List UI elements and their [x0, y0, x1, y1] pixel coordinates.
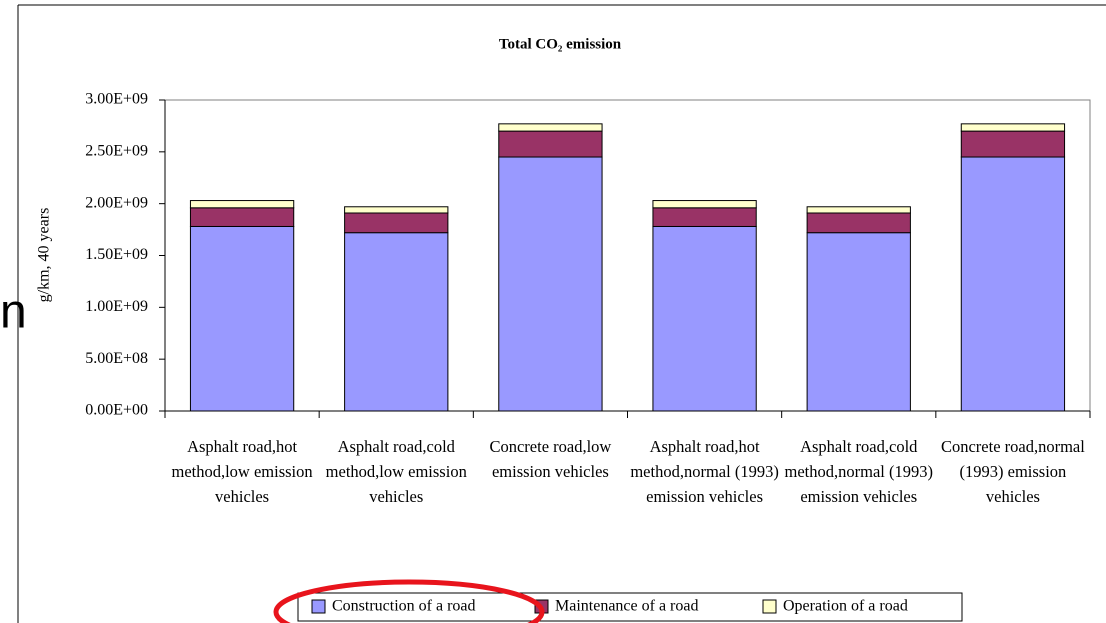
bar-segment [806, 212, 911, 234]
x-tick-label: Concrete road,normal (1993) emission veh… [940, 437, 1085, 506]
legend-label: Construction of a road [332, 598, 476, 615]
bar-segment [652, 225, 757, 412]
y-tick-label: 1.50E+09 [85, 246, 148, 263]
bar-segment [189, 207, 295, 227]
bar-segment [960, 156, 1066, 412]
bar-segment [960, 130, 1066, 158]
plot-area [164, 99, 1091, 412]
bar-segment [498, 156, 603, 412]
legend-label: Operation of a road [783, 598, 908, 615]
legend-swatch [311, 599, 326, 614]
bar-segment [806, 206, 911, 214]
legend-swatch [762, 599, 777, 614]
bar-segment [344, 212, 449, 234]
y-tick-label: 0.00E+00 [85, 402, 148, 419]
x-tick-label: Concrete road,low emission vehicles [489, 437, 612, 481]
x-tick-label: Asphalt road,cold method,low emission ve… [325, 437, 467, 506]
y-tick-label: 1.00E+09 [85, 298, 148, 315]
x-tick-label: Asphalt road,hot method,normal (1993) em… [630, 437, 779, 506]
bar-segment [344, 232, 449, 412]
bar-segment [498, 123, 603, 132]
bar-segment [189, 225, 295, 412]
y-tick-label: 3.00E+09 [85, 91, 148, 108]
fragment-text: n [0, 286, 27, 339]
bar-segment [652, 207, 757, 227]
y-tick-label: 5.00E+08 [85, 350, 148, 367]
bar-segment [498, 130, 603, 158]
bar-segment [344, 206, 449, 214]
bar-segment [960, 123, 1066, 132]
bar-segment [189, 200, 295, 209]
legend-label: Maintenance of a road [555, 598, 698, 615]
chart-title: Total CO₂ emission [499, 36, 622, 52]
legend-swatch [534, 599, 549, 614]
y-tick-label: 2.50E+09 [85, 143, 148, 160]
y-axis-label: g/km, 40 years [36, 208, 53, 303]
y-tick-label: 2.00E+09 [85, 194, 148, 211]
x-tick-label: Asphalt road,cold method,normal (1993) e… [784, 437, 933, 506]
bar-segment [652, 200, 757, 209]
bar-segment [806, 232, 911, 412]
x-tick-label: Asphalt road,hot method,low emission veh… [171, 437, 313, 506]
